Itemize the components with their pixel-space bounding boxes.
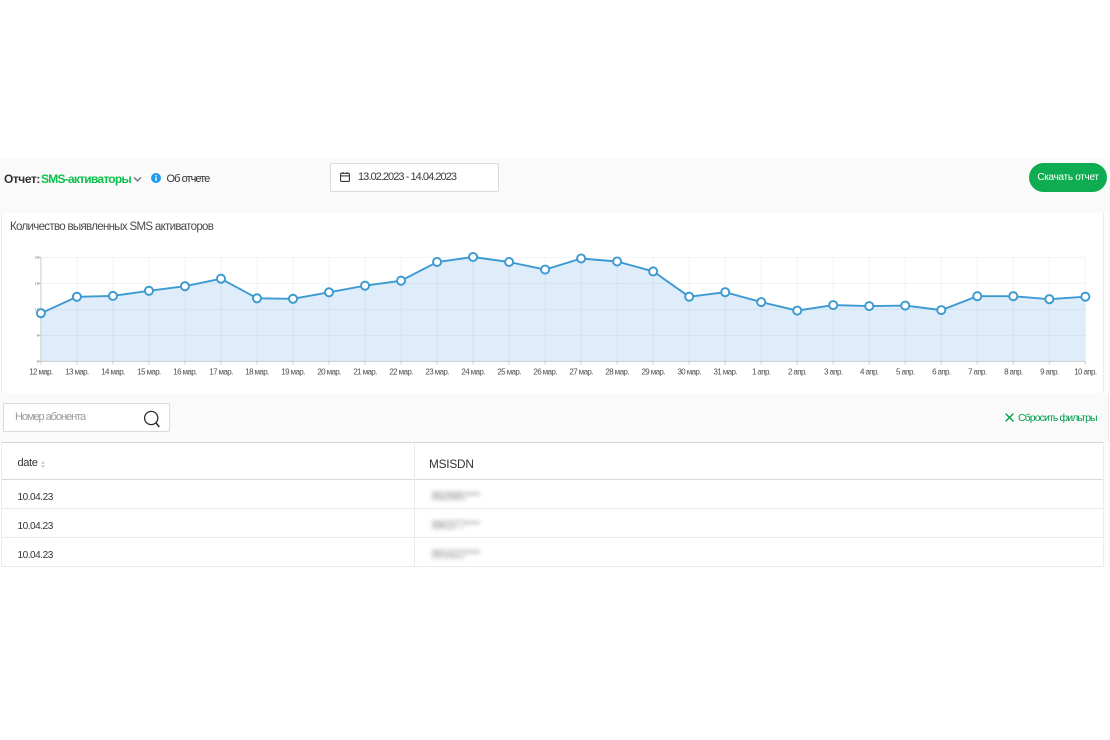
svg-text:5 апр.: 5 апр.: [896, 367, 915, 376]
svg-text:10 апр.: 10 апр.: [1074, 367, 1097, 376]
svg-text:19 мар.: 19 мар.: [281, 367, 305, 376]
svg-text:9 апр.: 9 апр.: [1040, 367, 1059, 376]
svg-text:6 апр.: 6 апр.: [932, 367, 951, 376]
svg-text:10: 10: [34, 307, 40, 312]
svg-text:25 мар.: 25 мар.: [497, 367, 521, 376]
svg-text:23 мар.: 23 мар.: [425, 367, 449, 376]
svg-text:12 мар.: 12 мар.: [29, 367, 53, 376]
svg-text:15: 15: [34, 281, 40, 286]
svg-text:14 мар.: 14 мар.: [101, 367, 125, 376]
svg-text:5: 5: [37, 333, 40, 338]
svg-text:4 апр.: 4 апр.: [860, 367, 879, 376]
svg-text:28 мар.: 28 мар.: [605, 367, 629, 376]
svg-text:24 мар.: 24 мар.: [461, 367, 485, 376]
svg-text:7 апр.: 7 апр.: [968, 367, 987, 376]
svg-text:16 мар.: 16 мар.: [173, 367, 197, 376]
svg-text:18 мар.: 18 мар.: [245, 367, 269, 376]
svg-text:8 апр.: 8 апр.: [1004, 367, 1023, 376]
svg-text:30 мар.: 30 мар.: [677, 367, 701, 376]
svg-text:26 мар.: 26 мар.: [533, 367, 557, 376]
svg-text:17 мар.: 17 мар.: [209, 367, 233, 376]
svg-text:31 мар.: 31 мар.: [713, 367, 737, 376]
svg-text:2 апр.: 2 апр.: [788, 367, 807, 376]
svg-text:13 мар.: 13 мар.: [65, 367, 89, 376]
svg-text:15 мар.: 15 мар.: [137, 367, 161, 376]
svg-text:1 апр.: 1 апр.: [752, 367, 771, 376]
svg-text:29 мар.: 29 мар.: [641, 367, 665, 376]
svg-text:27 мар.: 27 мар.: [569, 367, 593, 376]
svg-text:0: 0: [37, 359, 40, 364]
svg-text:20: 20: [34, 255, 40, 260]
svg-text:21 мар.: 21 мар.: [353, 367, 377, 376]
svg-text:3 апр.: 3 апр.: [824, 367, 843, 376]
svg-text:22 мар.: 22 мар.: [389, 367, 413, 376]
svg-text:20 мар.: 20 мар.: [317, 367, 341, 376]
